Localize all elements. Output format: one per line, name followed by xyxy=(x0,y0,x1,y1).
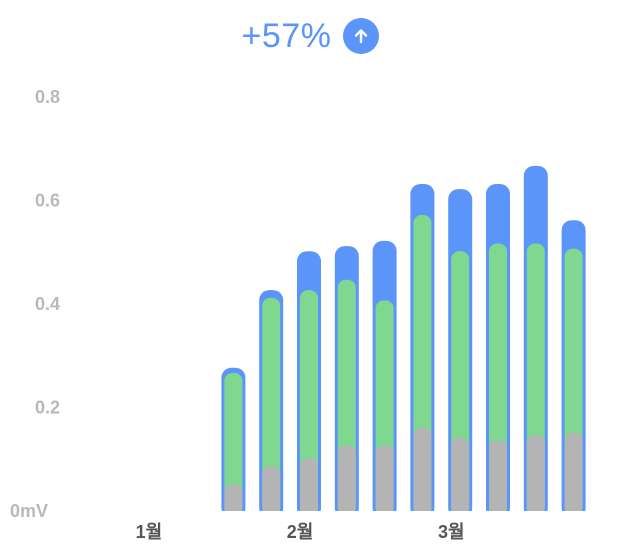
bar-6-bottom-segment xyxy=(300,458,318,516)
y-tick-label: 0.6 xyxy=(35,191,60,211)
bar-5 xyxy=(259,290,284,518)
bar-9-bottom-segment xyxy=(413,427,432,516)
change-percentage: +57% xyxy=(241,16,332,55)
bar-5-bottom-segment xyxy=(262,466,281,516)
bar-10 xyxy=(448,189,473,518)
bar-12-bottom-segment xyxy=(526,434,545,516)
baseline-mask xyxy=(0,511,621,553)
bar-11 xyxy=(486,183,510,518)
bar-6 xyxy=(297,251,321,518)
bar-13 xyxy=(561,220,586,518)
y-tick-label: 0.8 xyxy=(35,87,60,107)
bar-4-bottom-segment xyxy=(224,484,243,516)
bar-7 xyxy=(334,246,359,518)
bar-8 xyxy=(372,240,397,518)
bar-8-bottom-segment xyxy=(375,445,394,516)
bars-layer xyxy=(0,165,621,553)
x-tick-label: 2월 xyxy=(287,522,314,542)
y-axis-labels: 0mV 0.2 0.4 0.6 0.8 xyxy=(10,87,60,521)
bar-12 xyxy=(523,165,548,519)
bar-4-middle-segment xyxy=(224,372,243,516)
y-tick-label: 0.2 xyxy=(35,398,60,418)
bar-4 xyxy=(221,367,246,518)
bar-5-middle-segment xyxy=(262,297,281,516)
summary-header: +57% xyxy=(0,12,621,60)
arrow-up-icon xyxy=(355,29,368,44)
bar-10-bottom-segment xyxy=(451,437,470,516)
x-tick-label: 1월 xyxy=(136,522,163,542)
x-axis-labels: 1월 2월 3월 xyxy=(136,522,465,542)
arrow-up-button[interactable] xyxy=(343,18,380,54)
bar-9 xyxy=(410,183,435,518)
y-tick-label: 0.4 xyxy=(35,294,60,314)
x-tick-label: 3월 xyxy=(438,522,465,542)
bar-13-bottom-segment xyxy=(564,432,583,516)
bar-11-bottom-segment xyxy=(489,440,507,516)
y-tick-label: 0mV xyxy=(10,501,48,521)
bar-7-bottom-segment xyxy=(337,445,356,516)
